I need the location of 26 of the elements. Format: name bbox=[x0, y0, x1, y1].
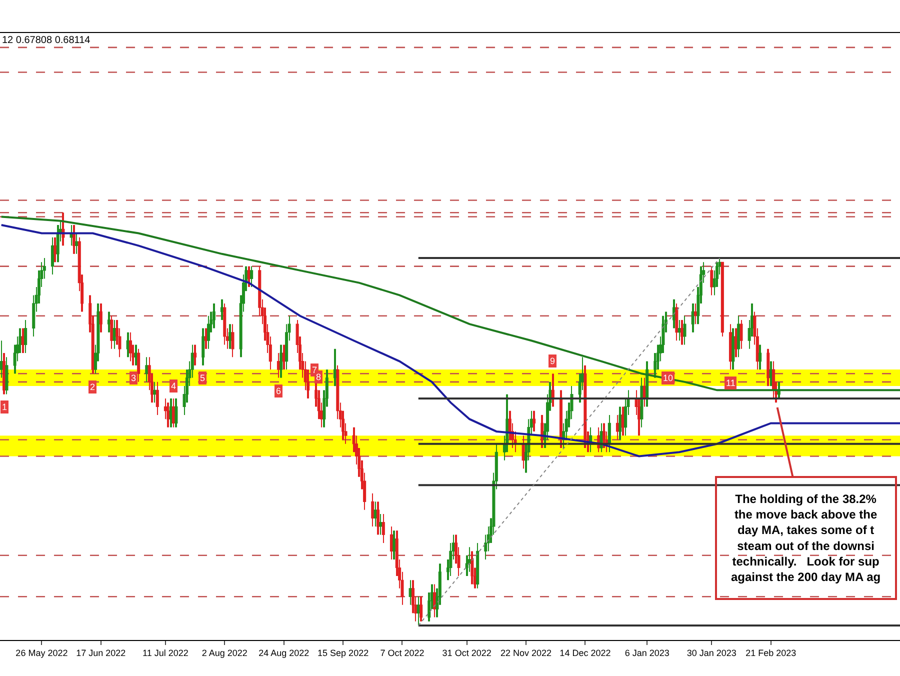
annotation: 1 bbox=[2, 402, 8, 412]
annotation: 5 bbox=[200, 373, 206, 383]
x-tick-label: 17 Jun 2022 bbox=[76, 648, 126, 658]
annotation: 7 bbox=[312, 365, 318, 375]
annotation: 3 bbox=[131, 373, 136, 383]
x-tick-label: 6 Jan 2023 bbox=[624, 648, 670, 658]
x-tick-label: 31 Oct 2022 bbox=[442, 648, 492, 658]
x-tick-label: 22 Nov 2022 bbox=[500, 648, 552, 658]
x-tick-label: 2 Aug 2022 bbox=[202, 648, 248, 658]
annotation: 11 bbox=[726, 378, 736, 388]
x-tick-label: 14 Dec 2022 bbox=[560, 648, 611, 658]
x-tick-label: 30 Jan 2023 bbox=[686, 648, 736, 658]
x-tick-label: 11 Jul 2022 bbox=[142, 648, 188, 658]
text: 12 0.67808 0.68114 bbox=[2, 35, 91, 46]
annotation: 2 bbox=[90, 382, 96, 392]
x-tick-label: 7 Oct 2022 bbox=[380, 648, 424, 658]
annotation: The holding of the 38.2% the move back above the day MA, takes some of t steam out of the downsi technically. Look for sup against the 200 day MA ag bbox=[731, 492, 881, 584]
x-tick-label: 21 Feb 2023 bbox=[746, 648, 796, 658]
x-tick-label: 15 Sep 2022 bbox=[318, 648, 369, 658]
x-tick-label: 24 Aug 2022 bbox=[258, 648, 310, 658]
annotation: 6 bbox=[276, 386, 282, 396]
annotation: 9 bbox=[550, 356, 556, 366]
x-tick-label: 26 May 2022 bbox=[16, 648, 68, 658]
annotation: 8 bbox=[316, 372, 322, 382]
annotation: 10 bbox=[663, 373, 674, 383]
annotation: 4 bbox=[171, 381, 176, 391]
